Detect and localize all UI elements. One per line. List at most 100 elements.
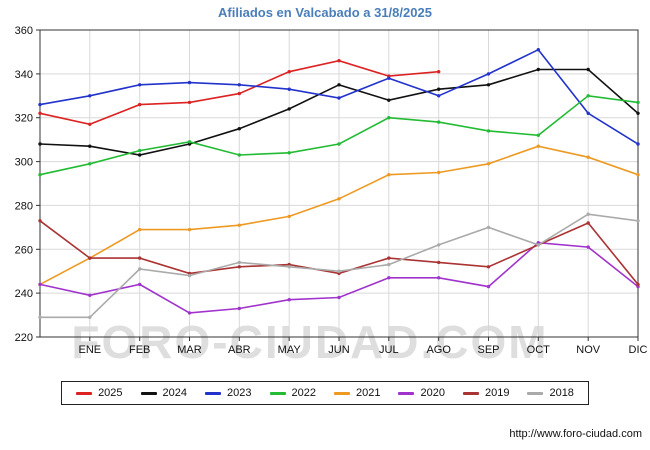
series-point-2020 <box>138 282 142 287</box>
series-point-2019 <box>437 260 441 265</box>
x-axis-label: JUL <box>379 344 399 356</box>
series-point-2020 <box>287 298 291 302</box>
legend-label-2019: 2019 <box>484 387 510 399</box>
x-axis-label: ENE <box>78 344 101 356</box>
series-point-2018 <box>287 265 291 269</box>
series-point-2018 <box>486 225 491 230</box>
series-point-2022 <box>187 140 192 144</box>
series-point-2020 <box>38 282 42 287</box>
legend-swatch-2018 <box>527 391 544 395</box>
series-point-2022 <box>437 120 441 124</box>
series-point-2023 <box>337 96 341 100</box>
series-point-2024 <box>387 98 391 102</box>
series-point-2023 <box>187 80 192 85</box>
series-point-2021 <box>237 223 241 227</box>
series-point-2024 <box>636 111 640 116</box>
series-point-2020 <box>586 245 590 249</box>
y-axis-label: 360 <box>15 25 33 37</box>
legend-item-2021: 2021 <box>334 387 380 399</box>
legend-label-2021: 2021 <box>356 387 381 399</box>
series-point-2021 <box>486 162 491 166</box>
series-point-2023 <box>88 94 92 98</box>
x-axis-label: MAR <box>177 344 202 356</box>
series-point-2024 <box>138 153 142 157</box>
line-chart: FORO-CIUDAD.COM 220 240 260 280 300 320 340 360 E… <box>15 25 648 368</box>
series-point-2022 <box>486 129 491 133</box>
legend: 2025 2024 2023 2022 2021 2020 2019 2018 <box>0 381 650 405</box>
series-point-2018 <box>586 212 590 216</box>
series-point-2019 <box>636 282 640 287</box>
legend-item-2024: 2024 <box>140 387 188 399</box>
series-point-2019 <box>586 221 590 225</box>
series-point-2024 <box>38 142 42 146</box>
series-point-2021 <box>187 227 192 232</box>
series-point-2018 <box>437 243 441 247</box>
x-axis-label: FEB <box>129 344 150 356</box>
series-point-2024 <box>437 87 441 91</box>
x-axis-label: NOV <box>576 344 601 356</box>
series-point-2018 <box>536 243 540 247</box>
x-axis-label: SEP <box>477 344 499 356</box>
series-point-2022 <box>586 94 590 98</box>
legend-item-2025: 2025 <box>76 387 123 399</box>
series-point-2018 <box>38 315 42 319</box>
y-axis-label: 260 <box>15 244 33 256</box>
y-axis-label: 240 <box>15 288 33 300</box>
series-point-2022 <box>138 148 142 153</box>
legend-label-2018: 2018 <box>549 387 574 399</box>
series-point-2021 <box>387 173 391 177</box>
series-point-2025 <box>88 122 92 127</box>
series-point-2018 <box>88 315 92 319</box>
series-point-2023 <box>636 142 640 146</box>
series-point-2023 <box>536 48 540 52</box>
series-point-2018 <box>337 269 341 273</box>
series-point-2023 <box>138 83 142 87</box>
series-point-2018 <box>187 273 192 278</box>
legend-label-2022: 2022 <box>291 387 316 399</box>
series-point-2019 <box>138 256 142 260</box>
series-point-2022 <box>88 162 92 166</box>
watermark: FORO-CIUDAD.COM <box>71 316 548 368</box>
series-point-2019 <box>486 265 491 269</box>
series-point-2020 <box>337 295 341 300</box>
series-point-2025 <box>138 102 142 107</box>
x-axis-label: JUN <box>328 344 349 356</box>
y-axis-label: 280 <box>15 200 33 212</box>
series-point-2021 <box>586 155 590 159</box>
series-point-2022 <box>38 173 42 177</box>
series-point-2025 <box>437 70 441 74</box>
series-point-2018 <box>138 267 142 271</box>
legend-item-2019: 2019 <box>462 387 510 399</box>
legend-item-2020: 2020 <box>398 387 445 399</box>
source-url: http://www.foro-ciudad.com <box>509 428 642 440</box>
chart-title: Afiliados en Valcabado a 31/8/2025 <box>218 5 432 20</box>
series-point-2020 <box>237 306 241 311</box>
y-axis-label: 300 <box>15 157 33 169</box>
series-point-2024 <box>88 144 92 148</box>
series-point-2023 <box>586 111 590 116</box>
series-point-2024 <box>536 67 540 72</box>
legend-item-2022: 2022 <box>269 387 316 399</box>
series-point-2024 <box>486 83 491 87</box>
y-axis-label: 220 <box>15 332 33 344</box>
series-point-2022 <box>636 100 640 105</box>
legend-label-2024: 2024 <box>162 387 188 399</box>
x-axis-label: OCT <box>527 344 551 356</box>
series-point-2024 <box>237 127 241 131</box>
series-point-2023 <box>237 83 241 87</box>
series-point-2021 <box>287 214 291 219</box>
x-axis-label: DIC <box>629 344 648 356</box>
legend-box: 2025 2024 2023 2022 2021 2020 2019 2018 <box>61 381 589 405</box>
series-point-2025 <box>38 111 42 116</box>
series-point-2023 <box>38 102 42 107</box>
series-point-2024 <box>337 83 341 87</box>
series-point-2020 <box>88 293 92 297</box>
series-point-2019 <box>88 256 92 260</box>
series-point-2020 <box>187 311 192 315</box>
legend-swatch-2024 <box>140 391 157 395</box>
legend-label-2025: 2025 <box>98 387 123 399</box>
series-point-2023 <box>287 87 291 91</box>
series-point-2022 <box>287 151 291 155</box>
legend-swatch-2019 <box>462 391 479 395</box>
series-point-2024 <box>287 107 291 111</box>
